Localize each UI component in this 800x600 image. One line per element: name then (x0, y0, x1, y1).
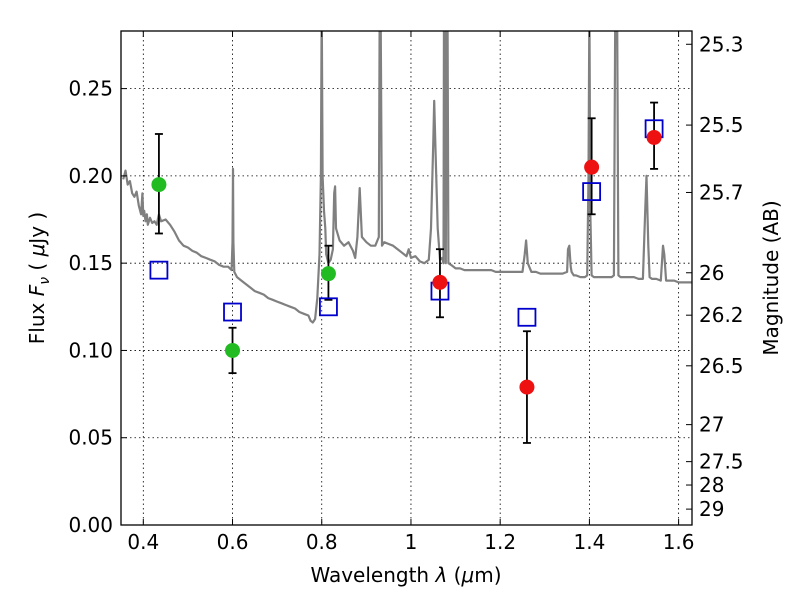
y-tick-label: 0.20 (68, 164, 113, 188)
model-photometry-square (223, 302, 242, 322)
x-tick-label: 1.6 (663, 530, 695, 554)
model-photometry-square (319, 297, 338, 317)
y-tick-label: 0.00 (68, 513, 113, 537)
model-spectrum-line (122, 31, 692, 324)
y2-tick-label: 27.5 (699, 450, 744, 474)
observed-green-point (151, 177, 167, 193)
observed-red-point (519, 379, 535, 395)
x-tick-label: 1.4 (573, 530, 605, 554)
observed-green-point (320, 266, 336, 282)
y2-axis-label: Magnitude (AB) (759, 200, 783, 355)
observed-green-point (225, 342, 241, 358)
observed-red-point (584, 159, 600, 175)
x-tick-label: 0.4 (127, 530, 159, 554)
x-tick-label: 1 (405, 530, 418, 554)
y2-tick-label: 29 (699, 497, 724, 521)
observed-red-point (432, 274, 448, 290)
model-photometry-square (517, 307, 537, 327)
y2-tick-label: 26.2 (699, 303, 744, 327)
y2-tick-label: 27 (699, 413, 724, 437)
y2-tick-label: 25.5 (699, 113, 744, 137)
y2-tick-label: 28 (699, 473, 724, 497)
ticks-layer: 0.4 0.6 0.8 1 1.2 1.4 1.6 0.00 0.05 0.10 0.15 0.20 0… (68, 31, 744, 554)
y-tick-label: 0.10 (68, 338, 113, 362)
markers-layer (149, 119, 664, 395)
y2-tick-label: 25.3 (699, 32, 744, 56)
plot-frame (120, 30, 693, 526)
spectrum-layer (122, 31, 692, 324)
y2-tick-label: 26 (699, 261, 724, 285)
model-photometry-square (149, 260, 169, 280)
x-tick-label: 0.8 (306, 530, 338, 554)
y-axis-label: Flux Fν ( μJy ) (25, 212, 53, 344)
y-tick-label: 0.25 (68, 77, 113, 101)
y2-tick-label: 25.7 (699, 180, 744, 204)
errorbars-layer (154, 101, 659, 444)
x-axis-label: Wavelength λ (μm) (310, 563, 501, 587)
model-photometry-square (582, 182, 602, 201)
observed-red-point (646, 129, 662, 145)
x-tick-label: 1.2 (484, 530, 516, 554)
y-tick-label: 0.05 (68, 426, 113, 450)
y-tick-label: 0.15 (68, 251, 113, 275)
y2-tick-label: 26.5 (699, 354, 744, 378)
x-tick-label: 0.6 (217, 530, 249, 554)
